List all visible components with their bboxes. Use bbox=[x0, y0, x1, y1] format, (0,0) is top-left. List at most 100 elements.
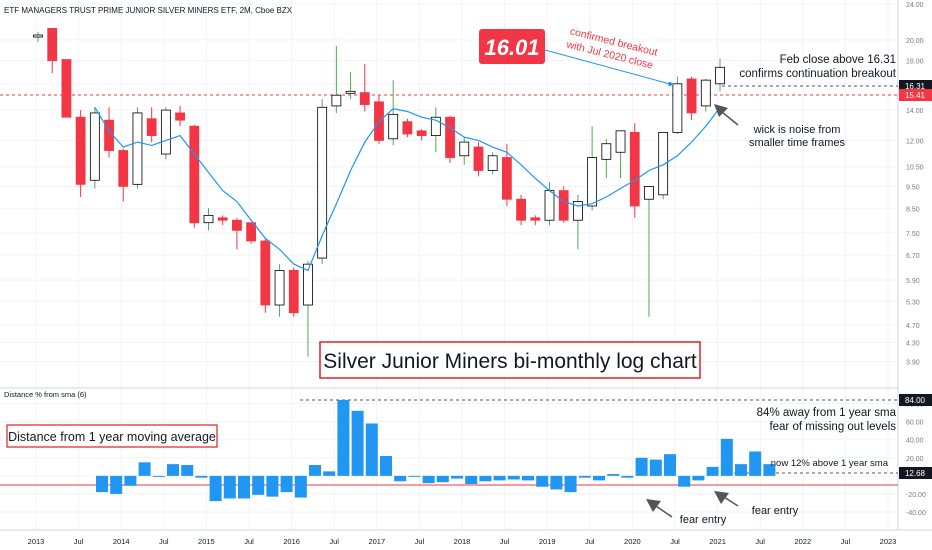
candle bbox=[132, 107, 143, 189]
histogram-bar bbox=[280, 475, 293, 493]
candle-body bbox=[260, 240, 271, 306]
candle bbox=[686, 76, 697, 121]
candle-body bbox=[47, 28, 58, 62]
candle bbox=[700, 78, 711, 112]
time-tick-label: Jul bbox=[159, 537, 169, 546]
candle bbox=[615, 130, 626, 179]
histogram-bar bbox=[337, 400, 350, 476]
candle bbox=[601, 138, 612, 179]
histogram-bar bbox=[564, 475, 577, 493]
candle bbox=[75, 110, 86, 198]
candle bbox=[430, 107, 441, 153]
histogram-bar bbox=[394, 475, 407, 482]
candle bbox=[303, 261, 313, 357]
candle-body bbox=[629, 131, 640, 207]
candle bbox=[146, 107, 157, 143]
price-tick-label: 4.30 bbox=[906, 340, 920, 347]
price-tick-label: 5.90 bbox=[906, 278, 920, 285]
histogram-bar bbox=[720, 438, 733, 476]
price-tick-label: 18.00 bbox=[906, 59, 924, 66]
candle bbox=[359, 63, 370, 112]
histogram-bar bbox=[578, 475, 591, 478]
candles bbox=[33, 28, 725, 357]
candle-body bbox=[501, 157, 512, 200]
candle bbox=[487, 152, 498, 175]
time-tick-label: 2015 bbox=[198, 537, 215, 546]
candle bbox=[246, 222, 257, 244]
candle bbox=[260, 238, 271, 313]
histogram-bar bbox=[451, 475, 463, 479]
candle bbox=[317, 99, 328, 265]
candle-body bbox=[558, 190, 569, 221]
candle bbox=[189, 124, 200, 228]
histogram-bar bbox=[749, 451, 762, 476]
price-tag-upper-text: 16.31 bbox=[905, 82, 926, 91]
price-tick-label: 5.30 bbox=[906, 299, 920, 306]
candle bbox=[217, 215, 228, 226]
candle-body bbox=[132, 112, 143, 185]
candle-body bbox=[246, 222, 257, 242]
time-tick-label: Jul bbox=[74, 537, 84, 546]
time-tick-label: 2023 bbox=[880, 537, 897, 546]
candle-body bbox=[672, 83, 683, 133]
candle bbox=[516, 194, 526, 226]
indicator-tick-label: -20.00 bbox=[906, 492, 926, 499]
candle-body bbox=[402, 121, 413, 135]
price-tick-label: 10.50 bbox=[906, 165, 924, 172]
fear-entry-label-2: fear entry bbox=[752, 505, 799, 517]
histogram-bar bbox=[735, 464, 747, 476]
candle-body bbox=[303, 263, 313, 306]
candle-body bbox=[644, 186, 654, 200]
time-tick-label: 2019 bbox=[539, 537, 556, 546]
price-tick-label: 24.00 bbox=[906, 2, 924, 9]
candle bbox=[33, 32, 43, 42]
candle-body bbox=[288, 269, 299, 314]
candle bbox=[672, 76, 683, 134]
histogram-bar bbox=[550, 475, 563, 490]
candle-body bbox=[89, 112, 100, 181]
fear-entry-label-1: fear entry bbox=[680, 514, 727, 526]
time-tick-label: Jul bbox=[500, 537, 510, 546]
candle bbox=[160, 107, 171, 160]
candle bbox=[416, 129, 427, 141]
candle bbox=[288, 267, 299, 317]
candle-body bbox=[175, 112, 185, 121]
histogram-bar bbox=[422, 475, 435, 484]
histogram-bar bbox=[294, 475, 307, 498]
candle-body bbox=[118, 150, 129, 187]
candle-body bbox=[33, 34, 43, 38]
main-title: Silver Junior Miners bi-monthly log char… bbox=[323, 350, 697, 373]
candle-body bbox=[345, 90, 356, 94]
histogram-bar bbox=[152, 475, 165, 477]
price-tag-lower: 15.41 bbox=[899, 89, 932, 101]
histogram-bar bbox=[167, 464, 179, 476]
candle-body bbox=[146, 118, 157, 136]
candle bbox=[459, 137, 470, 165]
histogram-bars bbox=[96, 400, 776, 502]
candle-body bbox=[331, 94, 342, 107]
candle-body bbox=[487, 155, 498, 171]
pct-tag-current-text: 12.68 bbox=[905, 469, 926, 478]
histogram-bar bbox=[209, 475, 222, 502]
pct-tag-current: 12.68 bbox=[899, 467, 932, 479]
time-tick-label: 2017 bbox=[368, 537, 385, 546]
price-tick-label: 14.00 bbox=[906, 108, 924, 115]
candle-body bbox=[700, 79, 711, 107]
feb-note-line2: confirms continuation breakout bbox=[739, 68, 896, 80]
lower-title: Distance from 1 year moving average bbox=[8, 430, 216, 444]
histogram-bar bbox=[252, 475, 265, 495]
candle-body bbox=[232, 219, 242, 231]
callout-16-01: 16.01 bbox=[479, 29, 545, 64]
time-tick-label: Jul bbox=[244, 537, 254, 546]
main-title-box: Silver Junior Miners bi-monthly log char… bbox=[319, 341, 701, 379]
callout-anchor-dot bbox=[668, 82, 672, 86]
price-tick-label: 4.70 bbox=[906, 323, 920, 330]
candle-body bbox=[544, 190, 555, 221]
candle bbox=[573, 194, 583, 250]
time-tick-label: Jul bbox=[755, 537, 765, 546]
candle-body bbox=[658, 131, 669, 196]
histogram-bar bbox=[323, 471, 336, 476]
lower-grid bbox=[0, 388, 898, 530]
time-tick-label: 2014 bbox=[113, 537, 130, 546]
histogram-bar bbox=[408, 475, 421, 477]
